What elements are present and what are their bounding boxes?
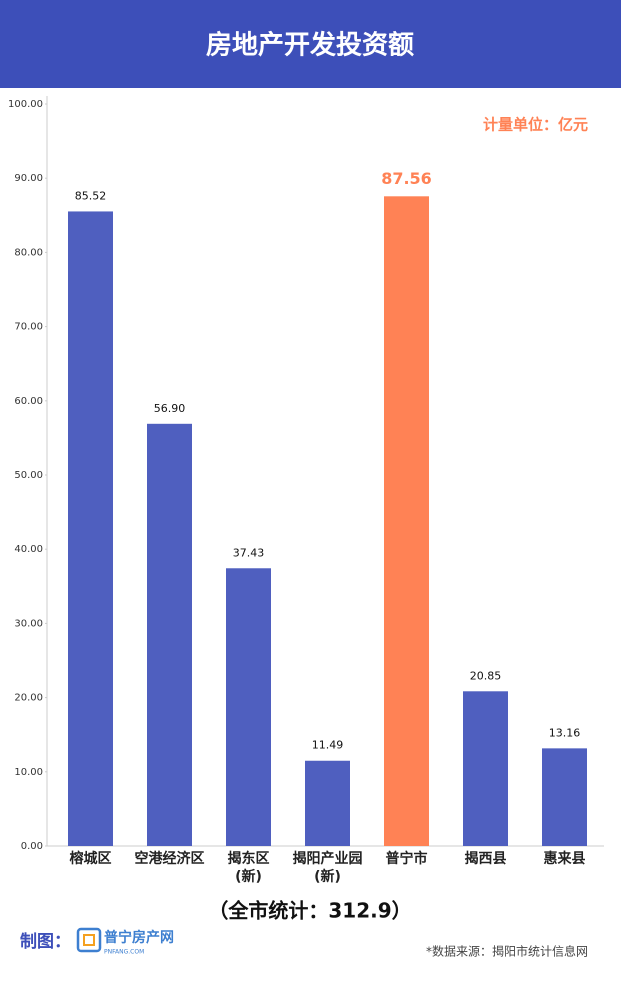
y-tick-label: 50.00 bbox=[14, 470, 43, 481]
value-label: 11.49 bbox=[312, 739, 344, 752]
y-tick-label: 20.00 bbox=[14, 693, 43, 704]
bar bbox=[68, 211, 113, 847]
bar bbox=[542, 748, 587, 846]
value-label: 20.85 bbox=[470, 669, 502, 682]
chart-title: 房地产开发投资额 bbox=[206, 30, 414, 61]
bar bbox=[226, 568, 271, 846]
x-tick-label: 惠来县 bbox=[543, 851, 586, 867]
unit-note: 计量单位：亿元 bbox=[483, 116, 588, 134]
y-tick-label: 60.00 bbox=[14, 396, 43, 407]
source-note: *数据来源：揭阳市统计信息网 bbox=[426, 944, 588, 959]
y-tick-label: 40.00 bbox=[14, 544, 43, 555]
y-tick-label: 90.00 bbox=[14, 173, 43, 184]
x-tick-label: 空港经济区 bbox=[134, 851, 205, 867]
logo-icon-inner bbox=[83, 934, 95, 946]
bar bbox=[147, 423, 192, 846]
logo-name: 普宁房产网 bbox=[104, 929, 174, 946]
logo-url: PNFANG.COM bbox=[104, 949, 144, 956]
credit-label: 制图： bbox=[20, 931, 71, 952]
y-tick-label: 100.00 bbox=[8, 99, 43, 110]
x-tick-label: 揭阳产业园 (新) bbox=[292, 851, 363, 885]
x-tick-label: 揭东区 (新) bbox=[227, 851, 270, 885]
bar bbox=[305, 760, 350, 846]
y-tick-label: 80.00 bbox=[14, 247, 43, 258]
value-label: 37.43 bbox=[233, 546, 265, 559]
bar bbox=[463, 691, 508, 846]
y-tick-label: 30.00 bbox=[14, 618, 43, 629]
x-tick-label: 榕城区 bbox=[69, 851, 112, 867]
logo-icon bbox=[76, 927, 102, 953]
y-tick-label: 10.00 bbox=[14, 767, 43, 778]
total-note: （全市统计：312.9） bbox=[208, 899, 411, 923]
y-tick-label: 70.00 bbox=[14, 322, 43, 333]
value-label: 85.52 bbox=[75, 189, 107, 202]
title-banner bbox=[0, 0, 621, 88]
value-label: 56.90 bbox=[154, 402, 186, 415]
value-label: 87.56 bbox=[381, 169, 432, 188]
value-label: 13.16 bbox=[549, 726, 581, 739]
bar bbox=[384, 196, 429, 846]
x-tick-label: 普宁市 bbox=[385, 851, 428, 867]
y-tick-label: 0.00 bbox=[21, 841, 43, 852]
x-tick-label: 揭西县 bbox=[464, 851, 507, 867]
